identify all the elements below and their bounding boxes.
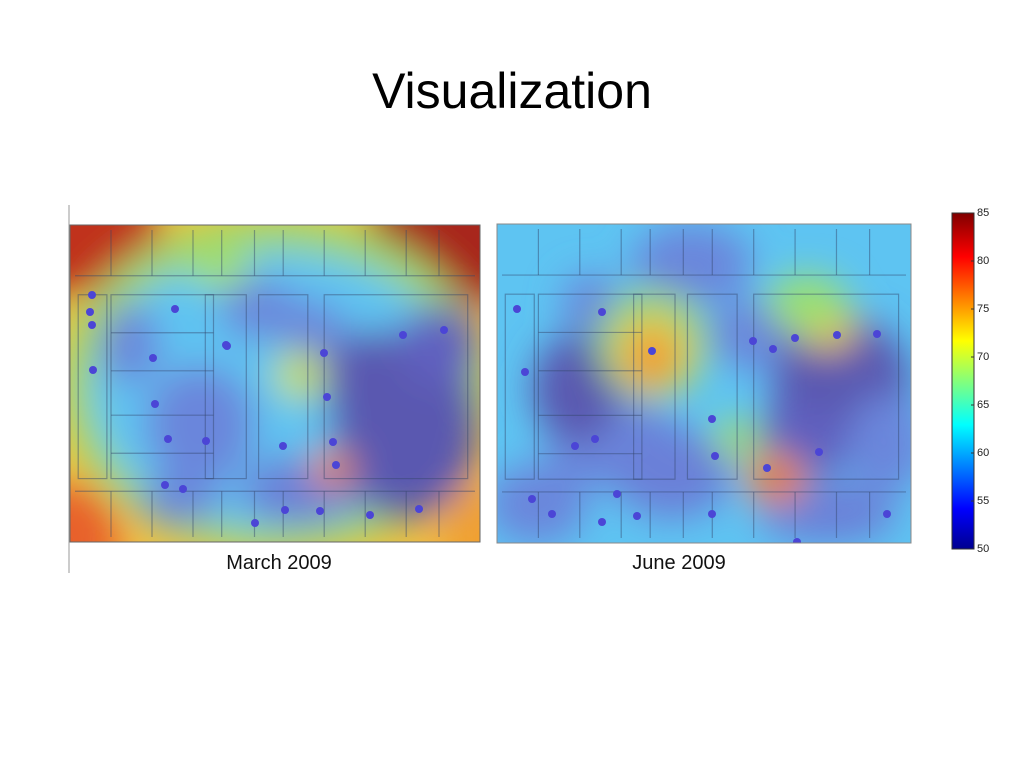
sensor-dot: [415, 505, 423, 513]
sensor-dot: [598, 518, 606, 526]
floor-plan: [75, 230, 475, 537]
heat-blob: [847, 394, 911, 494]
caption: June 2009: [632, 552, 725, 574]
sensor-dot: [251, 519, 259, 527]
sensor-dot: [763, 464, 771, 472]
room: [204, 294, 247, 480]
room: [686, 293, 738, 480]
sensor-dot: [171, 305, 179, 313]
heat-blob: [275, 350, 325, 400]
room: [258, 294, 309, 480]
sensor-dot: [815, 448, 823, 456]
sensor-dot: [202, 437, 210, 445]
heat-blob: [612, 429, 732, 519]
panel-border: [69, 224, 481, 543]
colorbar-tick-label: 75: [977, 303, 989, 315]
floor-plan: [502, 229, 906, 538]
heat-blob: [100, 305, 160, 385]
colorbar-tick-label: 80: [977, 255, 989, 267]
sensor-dot: [793, 538, 801, 543]
heat-blob: [325, 330, 415, 440]
heat-blob: [440, 482, 480, 542]
heat-blob: [767, 274, 847, 334]
heat-blobs: [497, 224, 911, 543]
sensor-dot: [769, 345, 777, 353]
sensor-dot: [833, 331, 841, 339]
room: [504, 293, 535, 480]
heatmap-march: [70, 225, 480, 542]
colorbar-tick-label: 70: [977, 351, 989, 363]
sensor-dot: [598, 308, 606, 316]
sensor-dot: [279, 442, 287, 450]
caption: March 2009: [226, 552, 332, 574]
sensor-dot: [711, 452, 719, 460]
colorbar: [951, 212, 975, 550]
sensor-dot: [222, 341, 230, 349]
sensor-dot: [521, 368, 529, 376]
sensor-dot: [323, 393, 331, 401]
sensor-dot: [88, 291, 96, 299]
heat-blob: [712, 419, 762, 459]
sensor-dot: [571, 442, 579, 450]
heat-blob: [220, 280, 300, 340]
sensor-dot: [749, 337, 757, 345]
heat-blob: [145, 365, 255, 485]
colorbar-tick-label: 55: [977, 495, 989, 507]
sensor-dot: [513, 305, 521, 313]
panel-border: [496, 223, 912, 544]
sensor-dot: [399, 331, 407, 339]
heat-blob: [140, 475, 220, 525]
sensor-dot: [151, 400, 159, 408]
sensor-dot: [548, 510, 556, 518]
sensor-dot: [89, 366, 97, 374]
room: [537, 293, 643, 480]
heat-blob: [497, 464, 587, 543]
sensor-dot: [332, 461, 340, 469]
sensor-dot: [708, 510, 716, 518]
sensor-dot: [88, 321, 96, 329]
heat-blob: [190, 250, 250, 290]
sensor-dot: [440, 326, 448, 334]
heat-blob: [532, 334, 622, 444]
sensor-dot: [633, 512, 641, 520]
colorbar-tick-label: 60: [977, 447, 989, 459]
room: [323, 294, 469, 480]
room: [753, 293, 900, 480]
sensor-dot: [883, 510, 891, 518]
heat-blob: [757, 470, 793, 494]
sensor-dot: [648, 347, 656, 355]
sensor-dot: [708, 415, 716, 423]
colorbar-tick-label: 65: [977, 399, 989, 411]
colorbar-tick-label: 85: [977, 207, 989, 219]
sensor-dot: [329, 438, 337, 446]
heatmap-june: [497, 224, 911, 543]
room: [110, 294, 215, 480]
heat-blob: [70, 482, 120, 542]
slide-title: Visualization: [372, 63, 652, 119]
heat-blob: [634, 339, 670, 379]
sensor-dot: [791, 334, 799, 342]
heat-blob: [400, 305, 480, 385]
sensor-dot: [161, 481, 169, 489]
sensor-dot: [528, 495, 536, 503]
sensor-dot: [591, 435, 599, 443]
sensor-dot: [613, 490, 621, 498]
sensor-dot: [149, 354, 157, 362]
sensor-dot: [320, 349, 328, 357]
room: [633, 293, 676, 480]
sensor-dot: [366, 511, 374, 519]
sensor-dot: [164, 435, 172, 443]
sensor-dot: [281, 506, 289, 514]
sensor-dot: [316, 507, 324, 515]
heat-blob: [632, 224, 752, 304]
sensor-dot: [179, 485, 187, 493]
colorbar-tick-label: 50: [977, 543, 989, 555]
sensor-dot: [873, 330, 881, 338]
sensor-dot: [86, 308, 94, 316]
heat-blobs: [70, 225, 480, 542]
heat-blob: [70, 225, 160, 295]
